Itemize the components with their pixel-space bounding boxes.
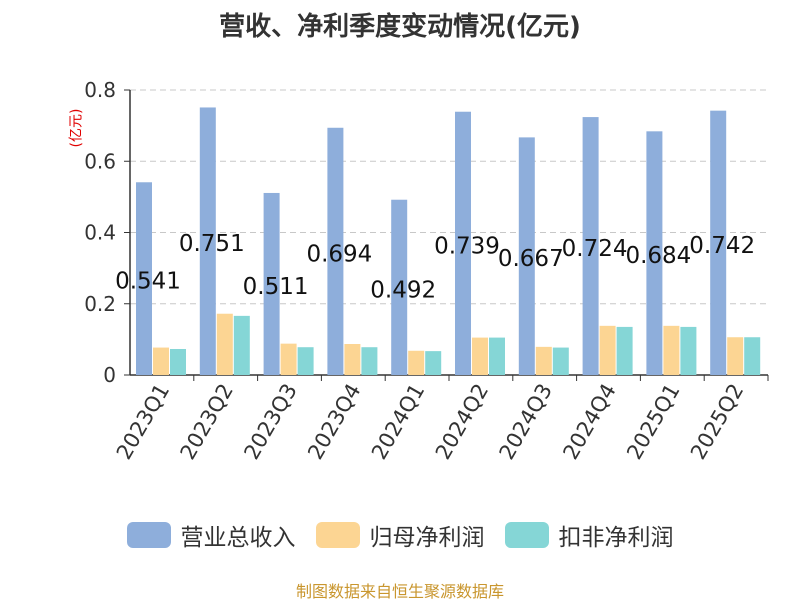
legend-swatch-revenue xyxy=(126,522,171,548)
bar-deducted-profit xyxy=(361,347,378,375)
bar-deducted-profit xyxy=(233,315,250,375)
x-tick-label: 2023Q3 xyxy=(239,380,301,464)
bar-deducted-profit xyxy=(744,337,761,375)
x-tick-label: 2025Q1 xyxy=(622,380,684,464)
data-label: 0.694 xyxy=(306,241,372,267)
bar-net-profit xyxy=(344,344,361,375)
legend-swatch-deducted-profit xyxy=(504,522,549,548)
legend-label-deducted-profit: 扣非净利润 xyxy=(558,525,674,551)
bar-deducted-profit xyxy=(489,337,505,375)
y-tick-label: 0.6 xyxy=(84,149,116,173)
x-tick-label: 2025Q2 xyxy=(686,380,748,464)
bar-revenue xyxy=(582,117,599,375)
bar-revenue xyxy=(391,199,408,375)
y-tick-label: 0.2 xyxy=(84,292,116,316)
legend-label-revenue: 营业总收入 xyxy=(180,525,296,551)
data-label: 0.667 xyxy=(498,246,564,272)
bar-net-profit xyxy=(599,325,616,375)
data-label: 0.541 xyxy=(115,269,181,295)
bar-revenue xyxy=(646,131,663,375)
y-tick-label: 0 xyxy=(103,363,116,387)
legend-item-deducted-profit[interactable]: 扣非净利润 xyxy=(504,518,674,552)
y-tick-label: 0.8 xyxy=(84,78,116,102)
x-tick-label: 2023Q1 xyxy=(112,380,174,464)
bar-revenue xyxy=(710,110,727,375)
chart-legend: 营业总收入 归母净利润 扣非净利润 xyxy=(0,518,800,552)
bar-net-profit xyxy=(216,313,233,375)
bar-revenue xyxy=(199,107,216,376)
source-footer: 制图数据来自恒生聚源数据库 xyxy=(295,582,504,601)
bar-deducted-profit xyxy=(680,326,697,375)
bar-net-profit xyxy=(280,343,297,375)
x-tick-label: 2024Q3 xyxy=(495,380,557,464)
data-label: 0.751 xyxy=(179,231,245,257)
bar-chart: 0 0.2 0.4 0.6 0.8 2023Q1 0.541 2023Q2 0.751 2023Q… xyxy=(84,78,769,464)
bar-revenue xyxy=(518,137,535,375)
x-tick-label: 2023Q4 xyxy=(303,380,365,464)
bar-net-profit xyxy=(408,350,425,375)
chart-title: 营收、净利季度变动情况(亿元) xyxy=(219,12,581,42)
bar-deducted-profit xyxy=(170,348,186,375)
bar-revenue xyxy=(263,192,280,375)
bar-revenue xyxy=(327,127,344,375)
data-label: 0.492 xyxy=(370,277,436,303)
bar-revenue xyxy=(455,111,471,375)
data-label: 0.724 xyxy=(562,236,628,262)
bar-net-profit xyxy=(153,347,169,375)
bar-net-profit xyxy=(663,325,680,375)
bar-net-profit xyxy=(472,337,488,375)
x-tick-label: 2024Q2 xyxy=(431,380,493,464)
x-tick-label: 2024Q1 xyxy=(367,380,429,464)
bar-deducted-profit xyxy=(425,351,442,375)
bar-net-profit xyxy=(535,346,552,375)
legend-swatch-net-profit xyxy=(315,522,360,548)
y-tick-label: 0.4 xyxy=(84,221,116,245)
legend-item-net-profit[interactable]: 归母净利润 xyxy=(315,518,485,552)
data-label: 0.742 xyxy=(689,233,755,259)
data-label: 0.511 xyxy=(243,274,309,300)
x-tick-label: 2024Q4 xyxy=(558,380,620,464)
data-label: 0.739 xyxy=(434,233,500,259)
bar-net-profit xyxy=(727,337,744,375)
bar-deducted-profit xyxy=(297,347,314,375)
bar-deducted-profit xyxy=(552,347,569,375)
legend-label-net-profit: 归母净利润 xyxy=(369,525,485,551)
legend-item-revenue[interactable]: 营业总收入 xyxy=(126,518,296,552)
data-label: 0.684 xyxy=(625,243,691,269)
bar-revenue xyxy=(136,182,152,375)
bar-deducted-profit xyxy=(616,326,633,375)
x-tick-label: 2023Q2 xyxy=(176,380,238,464)
